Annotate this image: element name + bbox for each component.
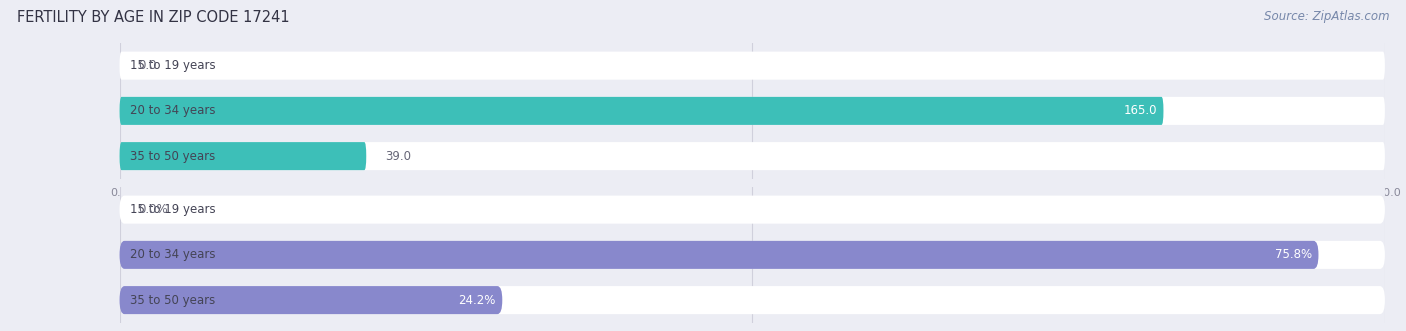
Text: 15 to 19 years: 15 to 19 years xyxy=(129,203,215,216)
FancyBboxPatch shape xyxy=(120,142,366,170)
FancyBboxPatch shape xyxy=(120,241,1385,269)
Text: 0.0%: 0.0% xyxy=(139,203,169,216)
Text: 35 to 50 years: 35 to 50 years xyxy=(129,150,215,163)
Text: 20 to 34 years: 20 to 34 years xyxy=(129,248,215,261)
Text: 75.8%: 75.8% xyxy=(1275,248,1312,261)
FancyBboxPatch shape xyxy=(120,286,1385,314)
Text: FERTILITY BY AGE IN ZIP CODE 17241: FERTILITY BY AGE IN ZIP CODE 17241 xyxy=(17,10,290,25)
Text: 15 to 19 years: 15 to 19 years xyxy=(129,59,215,72)
Text: 0.0: 0.0 xyxy=(139,59,157,72)
FancyBboxPatch shape xyxy=(120,241,1319,269)
Text: 24.2%: 24.2% xyxy=(458,294,496,307)
Text: 165.0: 165.0 xyxy=(1123,104,1157,118)
FancyBboxPatch shape xyxy=(120,142,1385,170)
FancyBboxPatch shape xyxy=(120,97,1164,125)
Text: 20 to 34 years: 20 to 34 years xyxy=(129,104,215,118)
Text: 35 to 50 years: 35 to 50 years xyxy=(129,294,215,307)
Text: Source: ZipAtlas.com: Source: ZipAtlas.com xyxy=(1264,10,1389,23)
FancyBboxPatch shape xyxy=(120,196,1385,224)
FancyBboxPatch shape xyxy=(120,97,1385,125)
FancyBboxPatch shape xyxy=(120,286,502,314)
Text: 39.0: 39.0 xyxy=(385,150,411,163)
FancyBboxPatch shape xyxy=(120,52,1385,80)
